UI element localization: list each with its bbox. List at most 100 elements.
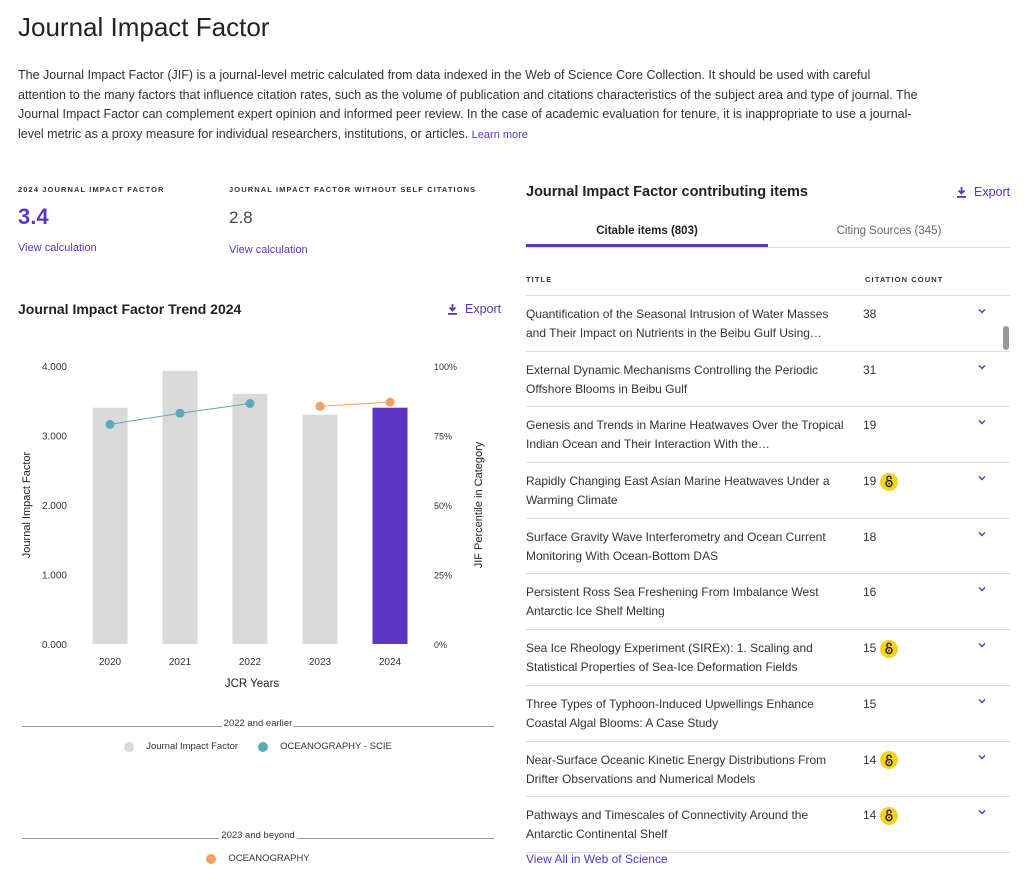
table-row[interactable]: Rapidly Changing East Asian Marine Heatw…: [526, 462, 1010, 518]
table-row[interactable]: Surface Gravity Wave Interferometry and …: [526, 517, 1010, 574]
y-axis-label: Journal Impact Factor: [21, 451, 33, 558]
point-oceanography-2024: [385, 397, 395, 407]
table-row[interactable]: Quantification of the Seasonal Intrusion…: [526, 295, 1010, 351]
y-tick-label: 1.000: [42, 571, 67, 582]
jif-view-calculation-link[interactable]: View calculation: [18, 242, 97, 254]
y2-tick-label: 50%: [434, 501, 452, 511]
jif-metric: 2024 JOURNAL IMPACT FACTOR 3.4 View calc…: [18, 185, 165, 254]
page-description: The Journal Impact Factor (JIF) is a jou…: [18, 66, 918, 145]
item-title[interactable]: Rapidly Changing East Asian Marine Heatw…: [526, 474, 830, 508]
citation-count-value: 18: [863, 529, 877, 544]
citation-count-value: 19: [863, 474, 877, 489]
chevron-down-icon[interactable]: [976, 473, 988, 483]
view-all-link[interactable]: View All in Web of Science: [526, 852, 668, 866]
open-access-icon: [880, 639, 899, 658]
citation-count-value: 15: [863, 696, 877, 711]
jif-no-self-view-calculation-link[interactable]: View calculation: [229, 244, 308, 256]
jif-no-self-label: JOURNAL IMPACT FACTOR WITHOUT SELF CITAT…: [229, 185, 477, 194]
legend-caption-earlier: 2022 and earlier: [221, 718, 295, 729]
y2-axis-label: JIF Percentile in Category: [473, 441, 485, 568]
legend-item-jif: Journal Impact Factor: [124, 741, 238, 752]
legend-caption-beyond: 2023 and beyond: [219, 830, 297, 841]
contributing-items-table: Quantification of the Seasonal Intrusion…: [526, 295, 1010, 853]
trend-export-label: Export: [465, 302, 502, 316]
chevron-down-icon[interactable]: [976, 807, 988, 817]
trend-title: Journal Impact Factor Trend 2024: [18, 301, 242, 317]
point-scie-2020: [105, 419, 115, 429]
open-access-icon: [880, 806, 899, 825]
item-citation-count: 19: [863, 416, 876, 435]
jif-no-self-metric: JOURNAL IMPACT FACTOR WITHOUT SELF CITAT…: [229, 185, 476, 256]
item-title[interactable]: Genesis and Trends in Marine Heatwaves O…: [526, 418, 844, 452]
table-bottom-border: [526, 851, 1010, 853]
legend-label: OCEANOGRAPHY: [228, 853, 310, 864]
citation-count-value: 31: [863, 362, 877, 377]
scrollbar-thumb[interactable]: [1003, 326, 1009, 350]
x-tick-label: 2020: [99, 657, 122, 668]
point-oceanography-2023: [315, 401, 325, 411]
tab-citing-sources[interactable]: Citing Sources (345): [836, 225, 942, 237]
tab-citable-items[interactable]: Citable items (803): [526, 218, 768, 247]
item-title[interactable]: Sea Ice Rheology Experiment (SIREx): 1. …: [526, 641, 813, 675]
contributing-title: Journal Impact Factor contributing items: [526, 184, 808, 200]
table-row[interactable]: Three Types of Typhoon-Induced Upwelling…: [526, 684, 1010, 741]
column-citation-count: CITATION COUNT: [865, 275, 944, 284]
chevron-down-icon[interactable]: [976, 529, 988, 539]
chevron-down-icon[interactable]: [976, 584, 988, 594]
chevron-down-icon[interactable]: [976, 640, 988, 650]
chevron-down-icon[interactable]: [976, 306, 988, 316]
y2-tick-label: 25%: [434, 571, 452, 581]
legend-item-oceanography: OCEANOGRAPHY: [206, 853, 310, 864]
table-row[interactable]: External Dynamic Mechanisms Controlling …: [526, 350, 1010, 407]
chevron-down-icon[interactable]: [976, 362, 988, 372]
trend-export-button[interactable]: Export: [448, 302, 501, 316]
bar-2020: [92, 407, 128, 644]
item-title[interactable]: Surface Gravity Wave Interferometry and …: [526, 529, 826, 563]
open-access-icon: [880, 472, 899, 491]
table-row[interactable]: Near-Surface Oceanic Kinetic Energy Dist…: [526, 740, 1010, 797]
line-oceanography: [319, 401, 391, 407]
citation-count-value: 16: [863, 585, 877, 600]
point-scie-2022: [245, 399, 255, 409]
x-axis-label: JCR Years: [225, 678, 280, 690]
table-row[interactable]: Pathways and Timescales of Connectivity …: [526, 796, 1010, 852]
download-icon: [957, 186, 966, 198]
jif-label: 2024 JOURNAL IMPACT FACTOR: [18, 185, 165, 194]
legend-dot-icon: [258, 741, 269, 752]
legend-item-scie: OCEANOGRAPHY - SCIE: [258, 741, 392, 752]
chevron-down-icon[interactable]: [976, 696, 988, 706]
jif-trend-chart: 4.000 3.000 2.000 1.000 0.000 100% 75% 50% 25% 0%…: [21, 362, 485, 690]
item-title[interactable]: External Dynamic Mechanisms Controlling …: [526, 362, 819, 396]
citation-count-value: 38: [863, 307, 877, 321]
item-citation-count: 15: [863, 695, 876, 714]
table-row[interactable]: Persistent Ross Sea Freshening From Imba…: [526, 573, 1010, 629]
table-row[interactable]: Genesis and Trends in Marine Heatwaves O…: [526, 406, 1010, 462]
item-title[interactable]: Pathways and Timescales of Connectivity …: [526, 808, 809, 842]
chevron-down-icon[interactable]: [976, 752, 988, 762]
table-row[interactable]: Sea Ice Rheology Experiment (SIREx): 1. …: [526, 629, 1010, 685]
y-tick-label: 2.000: [42, 501, 67, 512]
contributing-tabs: Citable items (803) Citing Sources (345): [526, 218, 1010, 248]
item-title[interactable]: Near-Surface Oceanic Kinetic Energy Dist…: [526, 752, 827, 786]
item-title[interactable]: Three Types of Typhoon-Induced Upwelling…: [526, 696, 814, 730]
column-title: TITLE: [526, 275, 553, 284]
chevron-down-icon[interactable]: [976, 417, 988, 427]
legend-dot-icon: [206, 853, 217, 864]
contributing-export-button[interactable]: Export: [957, 185, 1010, 199]
open-access-icon: [880, 751, 899, 769]
y-tick-label: 4.000: [42, 362, 67, 373]
citation-count-value: 14: [863, 808, 877, 823]
item-title[interactable]: Persistent Ross Sea Freshening From Imba…: [526, 585, 819, 619]
citation-count-value: 14: [863, 752, 877, 767]
item-citation-count: 16: [863, 583, 876, 602]
x-tick-label: 2021: [169, 657, 192, 668]
x-tick-label: 2024: [379, 657, 402, 668]
bar-2023: [302, 414, 338, 644]
y-tick-label: 0.000: [42, 640, 67, 651]
y2-tick-label: 75%: [434, 432, 452, 442]
download-icon: [448, 303, 457, 315]
learn-more-link[interactable]: Learn more: [471, 128, 528, 141]
page-title: Journal Impact Factor: [18, 12, 270, 42]
item-title[interactable]: Quantification of the Seasonal Intrusion…: [526, 307, 829, 340]
legend-label: OCEANOGRAPHY - SCIE: [280, 741, 392, 752]
